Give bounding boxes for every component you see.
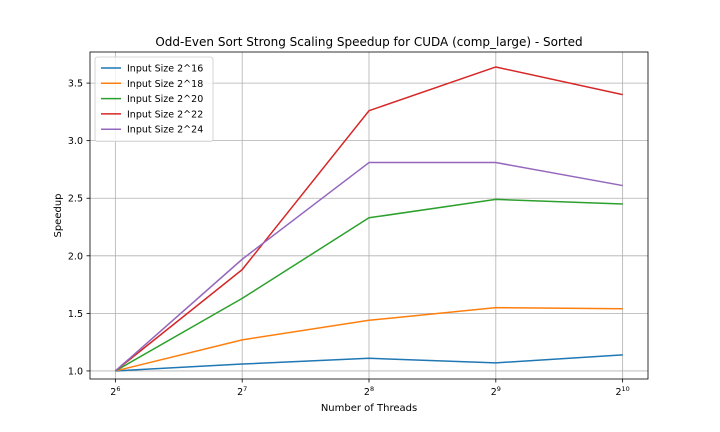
series-layer <box>114 66 623 372</box>
y-tick-label: 1.5 <box>68 309 83 320</box>
y-tick-label: 2.5 <box>68 194 83 205</box>
series-line-4 <box>114 66 623 372</box>
legend-label: Input Size 2^18 <box>127 79 203 90</box>
series-line-1 <box>115 354 623 372</box>
y-tick-label: 3.5 <box>68 79 83 90</box>
x-axis-label: Number of Threads <box>321 403 417 414</box>
series-line-3 <box>114 198 623 372</box>
legend-label: Input Size 2^24 <box>127 125 203 136</box>
y-tick-label: 2.0 <box>68 251 83 262</box>
grid-lines <box>90 52 648 379</box>
x-tick-label: 28 <box>364 385 374 398</box>
series-line-2 <box>115 306 623 372</box>
chart-title: Odd-Even Sort Strong Scaling Speedup for… <box>155 35 582 49</box>
legend-label: Input Size 2^20 <box>127 94 203 105</box>
legend-box <box>94 56 214 142</box>
y-tick-label: 1.0 <box>68 366 83 377</box>
series-line-5 <box>114 161 623 372</box>
y-tick-label: 3.0 <box>68 136 83 147</box>
x-tick-label: 26 <box>110 385 120 398</box>
y-axis-label: Speedup <box>53 193 64 237</box>
x-tick-label: 29 <box>491 385 501 398</box>
x-tick-label: 210 <box>615 385 629 398</box>
y-axis: 1.0 1.5 2.0 2.5 3.0 3.5 <box>68 79 90 377</box>
x-axis: 26 27 28 29 210 <box>110 379 630 398</box>
legend: Input Size 2^16 Input Size 2^18 Input Size… <box>94 56 214 142</box>
legend-label: Input Size 2^16 <box>127 64 203 75</box>
legend-label: Input Size 2^22 <box>127 109 203 120</box>
x-tick-label: 27 <box>237 385 247 398</box>
